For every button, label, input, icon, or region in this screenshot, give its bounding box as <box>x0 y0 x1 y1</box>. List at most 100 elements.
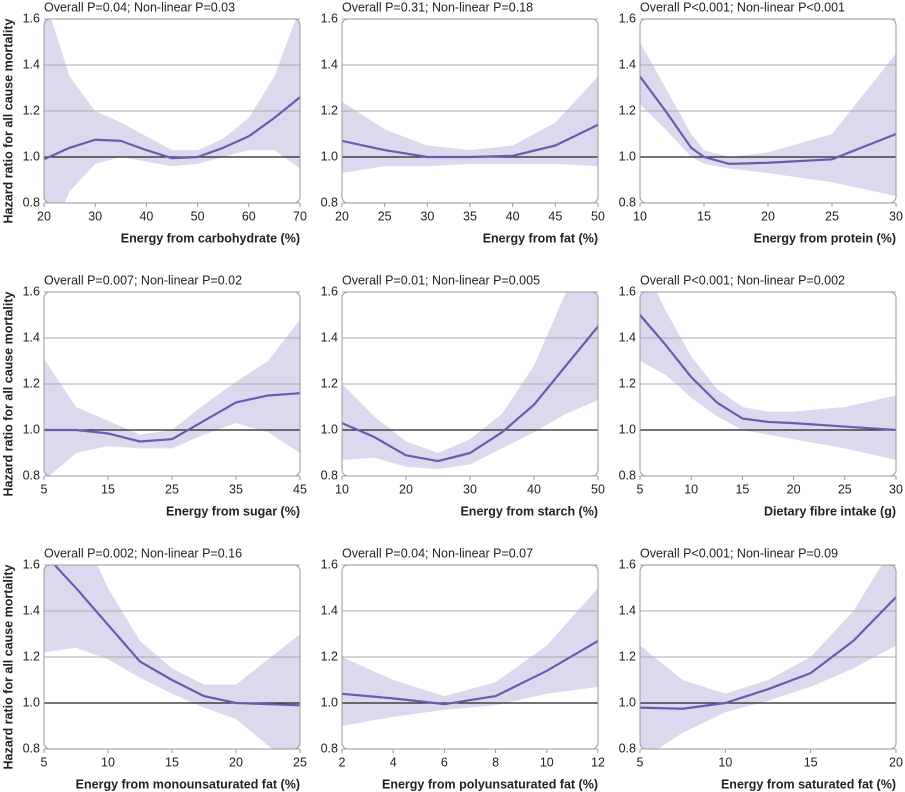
x-tick-label: 50 <box>591 482 605 496</box>
y-tick-label: 1.2 <box>619 376 636 390</box>
x-tick-label: 60 <box>242 209 256 223</box>
panel-title: Overall P=0.002; Non-linear P=0.16 <box>44 546 242 560</box>
x-tick-label: 20 <box>761 209 775 223</box>
confidence-band <box>342 588 598 726</box>
y-tick-label: 1.4 <box>23 57 40 71</box>
y-tick-label: 1.4 <box>321 330 338 344</box>
panel: Overall P=0.007; Non-linear P=0.02 0.8 1.0… <box>1 273 307 518</box>
x-tick-label: 25 <box>825 209 839 223</box>
hazard-line <box>342 123 598 159</box>
x-tick-label: 5 <box>41 755 48 769</box>
plot-frame <box>43 18 301 204</box>
x-axis-label: Energy from fat (%) <box>483 231 598 245</box>
x-tick-label: 30 <box>889 482 903 496</box>
y-tick-label: 0.8 <box>23 741 40 755</box>
x-tick-label: 20 <box>889 755 903 769</box>
y-tick-label: 1.6 <box>23 11 40 25</box>
x-tick-label: 10 <box>718 755 732 769</box>
panel: Overall P<0.001; Non-linear P=0.002 0.8 1.… <box>619 273 903 518</box>
x-tick-label: 30 <box>88 209 102 223</box>
panel: Overall P=0.04; Non-linear P=0.03 0.8 1.0 1… <box>1 0 307 245</box>
panel-title: Overall P=0.01; Non-linear P=0.005 <box>342 273 540 287</box>
confidence-band <box>640 565 896 749</box>
hazard-line <box>342 639 598 706</box>
y-tick-label: 0.8 <box>23 468 40 482</box>
y-tick-label: 0.8 <box>321 468 338 482</box>
y-tick-label: 1.2 <box>321 376 338 390</box>
y-tick-label: 1.6 <box>23 284 40 298</box>
confidence-band <box>44 19 300 203</box>
hazard-line <box>44 392 300 443</box>
hazard-line <box>44 565 300 707</box>
plot-frame <box>639 564 897 750</box>
x-tick-label: 5 <box>637 755 644 769</box>
x-tick-label: 40 <box>527 482 541 496</box>
hazard-line <box>640 596 896 710</box>
y-tick-label: 1.4 <box>321 603 338 617</box>
x-tick-label: 10 <box>101 755 115 769</box>
x-axis-label: Dietary fibre intake (g) <box>764 504 896 518</box>
y-tick-label: 1.0 <box>23 149 40 163</box>
y-tick-label: 1.4 <box>619 603 636 617</box>
y-tick-label: 1.0 <box>321 695 338 709</box>
panel-title: Overall P<0.001; Non-linear P=0.002 <box>640 273 845 287</box>
x-tick-label: 50 <box>591 209 605 223</box>
panel-title: Overall P=0.007; Non-linear P=0.02 <box>44 273 242 287</box>
y-tick-label: 1.6 <box>321 11 338 25</box>
y-tick-label: 1.2 <box>321 103 338 117</box>
panel: Overall P=0.01; Non-linear P=0.005 0.8 1.0… <box>321 273 605 518</box>
y-tick-label: 0.8 <box>321 195 338 209</box>
plot-frame <box>639 291 897 477</box>
confidence-band <box>640 292 896 460</box>
y-tick-label: 1.2 <box>619 649 636 663</box>
hazard-line <box>640 314 896 432</box>
hazard-line <box>342 325 598 463</box>
plot-frame <box>341 564 599 750</box>
x-tick-label: 40 <box>506 209 520 223</box>
x-tick-label: 35 <box>229 482 243 496</box>
panel: Overall P=0.04; Non-linear P=0.07 0.8 1.0 1… <box>321 546 605 791</box>
x-axis-label: Energy from starch (%) <box>460 504 598 518</box>
y-tick-label: 1.6 <box>23 557 40 571</box>
y-tick-label: 1.2 <box>619 103 636 117</box>
confidence-band <box>44 565 300 749</box>
y-tick-label: 1.0 <box>23 695 40 709</box>
x-tick-label: 50 <box>191 209 205 223</box>
y-tick-label: 0.8 <box>619 741 636 755</box>
panel-title: Overall P<0.001; Non-linear P<0.001 <box>640 0 845 14</box>
x-axis-label: Energy from saturated fat (%) <box>721 777 896 791</box>
y-tick-label: 1.0 <box>321 422 338 436</box>
x-axis-label: Energy from monounsaturated fat (%) <box>76 777 300 791</box>
y-tick-label: 1.6 <box>619 11 636 25</box>
x-tick-label: 25 <box>165 482 179 496</box>
x-tick-label: 10 <box>335 482 349 496</box>
panel-title: Overall P=0.04; Non-linear P=0.03 <box>44 0 235 14</box>
x-axis-label: Energy from polyunsaturated fat (%) <box>382 777 598 791</box>
panel: Overall P=0.002; Non-linear P=0.16 0.8 1.0… <box>1 546 307 791</box>
y-tick-label: 0.8 <box>619 195 636 209</box>
x-tick-label: 35 <box>463 209 477 223</box>
x-tick-label: 15 <box>165 755 179 769</box>
y-tick-label: 1.4 <box>23 603 40 617</box>
y-tick-label: 1.2 <box>23 103 40 117</box>
x-axis-label: Energy from protein (%) <box>754 231 896 245</box>
panel-title: Overall P=0.04; Non-linear P=0.07 <box>342 546 533 560</box>
y-axis-label: Hazard ratio for all cause mortality <box>1 564 15 769</box>
panel-title: Overall P=0.31; Non-linear P=0.18 <box>342 0 533 14</box>
x-tick-label: 20 <box>335 209 349 223</box>
x-axis-label: Energy from carbohydrate (%) <box>121 231 300 245</box>
x-tick-label: 30 <box>420 209 434 223</box>
y-tick-label: 1.0 <box>23 422 40 436</box>
x-tick-label: 30 <box>463 482 477 496</box>
y-tick-label: 1.4 <box>619 57 636 71</box>
y-tick-label: 1.2 <box>23 376 40 390</box>
x-tick-label: 6 <box>441 755 448 769</box>
confidence-band <box>342 76 598 174</box>
x-tick-label: 5 <box>41 482 48 496</box>
x-tick-label: 70 <box>293 209 307 223</box>
y-axis-label: Hazard ratio for all cause mortality <box>1 18 15 223</box>
x-tick-label: 30 <box>889 209 903 223</box>
x-tick-label: 45 <box>293 482 307 496</box>
x-tick-label: 15 <box>735 482 749 496</box>
